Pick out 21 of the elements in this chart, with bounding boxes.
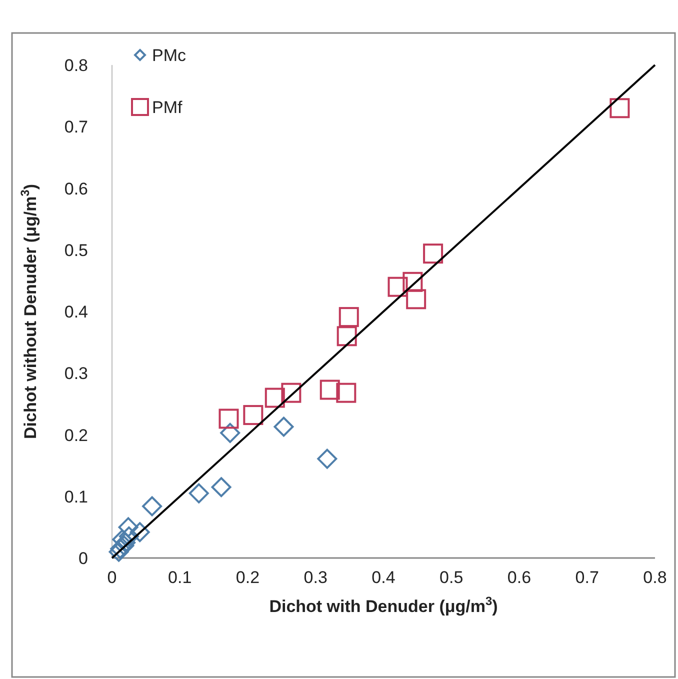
y-tick-label: 0.3 <box>64 364 88 384</box>
x-tick-label: 0.8 <box>643 568 667 587</box>
legend-label: PMf <box>152 98 182 117</box>
y-tick-label: 0.6 <box>64 179 88 198</box>
x-tick-label: 0.1 <box>168 568 192 587</box>
x-tick-label: 0.5 <box>440 568 464 587</box>
y-tick-label: 0.2 <box>64 426 88 445</box>
y-tick-label: 0.8 <box>64 56 88 75</box>
x-tick-label: 0.4 <box>372 568 396 587</box>
x-tick-label: 0 <box>107 568 117 587</box>
y-tick-label: 0.1 <box>64 487 88 506</box>
x-axis-title: Dichot with Denuder (μg/m$^{3}$) <box>269 594 498 616</box>
y-tick-label: 0.7 <box>64 118 88 137</box>
x-tick-label: 0.3 <box>304 568 328 587</box>
y-tick-label: 0.4 <box>64 302 88 322</box>
x-tick-label: 0.6 <box>507 568 532 587</box>
y-tick-label: 0.5 <box>64 240 88 260</box>
x-tick-label: 0.7 <box>575 568 599 587</box>
y-tick-label: 0 <box>78 549 88 568</box>
legend-label: PMc <box>152 46 186 65</box>
x-tick-label: 0.2 <box>236 568 260 587</box>
